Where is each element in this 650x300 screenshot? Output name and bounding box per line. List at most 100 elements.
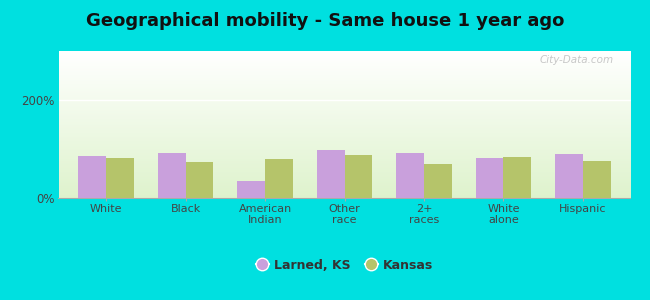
Bar <box>58 141 630 142</box>
Bar <box>58 151 630 152</box>
Bar <box>58 177 630 178</box>
Bar <box>58 188 630 189</box>
Bar <box>58 158 630 159</box>
Bar <box>58 121 630 122</box>
Bar <box>58 84 630 85</box>
Bar <box>58 60 630 61</box>
Bar <box>58 193 630 194</box>
Bar <box>58 171 630 172</box>
Bar <box>58 146 630 147</box>
Bar <box>58 142 630 144</box>
Bar <box>58 182 630 183</box>
Bar <box>58 187 630 188</box>
Bar <box>58 178 630 179</box>
Bar <box>158 153 186 198</box>
Bar <box>58 132 630 133</box>
Bar <box>317 151 345 198</box>
Bar <box>58 161 630 162</box>
Bar <box>58 165 630 166</box>
Bar <box>58 156 630 157</box>
Bar <box>58 62 630 64</box>
Bar <box>58 130 630 131</box>
Bar <box>58 112 630 113</box>
Bar <box>58 61 630 62</box>
Bar <box>58 78 630 79</box>
Bar <box>265 159 293 198</box>
Bar <box>58 189 630 190</box>
Bar <box>58 63 630 64</box>
Bar <box>58 183 630 184</box>
Bar <box>583 161 610 198</box>
Bar <box>58 90 630 91</box>
Bar <box>58 96 630 97</box>
Bar <box>58 98 630 99</box>
Bar <box>58 143 630 144</box>
Bar <box>58 68 630 69</box>
Bar <box>58 137 630 139</box>
Bar <box>58 137 630 138</box>
Bar <box>58 117 630 118</box>
Bar <box>58 176 630 177</box>
Bar <box>58 124 630 125</box>
Bar <box>58 114 630 115</box>
Bar <box>58 162 630 163</box>
Bar <box>58 173 630 174</box>
Bar <box>58 147 630 148</box>
Legend: Larned, KS, Kansas: Larned, KS, Kansas <box>251 254 438 277</box>
Bar <box>58 98 630 100</box>
Bar <box>58 197 630 198</box>
Bar <box>58 74 630 75</box>
Bar <box>58 191 630 192</box>
Bar <box>58 75 630 76</box>
Bar <box>58 93 630 94</box>
Bar <box>58 148 630 149</box>
Bar <box>58 163 630 164</box>
Bar <box>58 167 630 168</box>
Bar <box>58 53 630 54</box>
Bar <box>58 69 630 70</box>
Bar <box>58 139 630 140</box>
Bar <box>58 107 630 108</box>
Bar <box>58 122 630 123</box>
Bar <box>58 91 630 92</box>
Bar <box>58 168 630 169</box>
Bar <box>58 110 630 111</box>
Bar <box>58 89 630 90</box>
Bar <box>58 80 630 81</box>
Bar <box>58 93 630 94</box>
Bar <box>58 159 630 160</box>
Bar <box>58 106 630 107</box>
Bar <box>58 184 630 185</box>
Bar <box>58 182 630 183</box>
Bar <box>476 158 503 198</box>
Bar <box>237 181 265 198</box>
Bar <box>58 76 630 77</box>
Bar <box>58 140 630 141</box>
Bar <box>58 169 630 170</box>
Bar <box>58 131 630 132</box>
Bar <box>58 190 630 191</box>
Bar <box>58 123 630 124</box>
Bar <box>58 135 630 136</box>
Bar <box>58 99 630 100</box>
Bar <box>503 157 531 198</box>
Bar <box>58 179 630 180</box>
Bar <box>58 126 630 127</box>
Bar <box>58 97 630 98</box>
Bar <box>58 96 630 97</box>
Bar <box>58 59 630 60</box>
Bar <box>58 118 630 119</box>
Bar <box>58 125 630 126</box>
Bar <box>58 100 630 101</box>
Bar <box>58 196 630 197</box>
Bar <box>58 57 630 58</box>
Bar <box>58 70 630 72</box>
Bar <box>58 138 630 139</box>
Bar <box>58 164 630 165</box>
Bar <box>58 174 630 175</box>
Bar <box>58 82 630 83</box>
Bar <box>58 152 630 153</box>
Bar <box>58 166 630 167</box>
Bar <box>58 160 630 161</box>
Bar <box>58 142 630 143</box>
